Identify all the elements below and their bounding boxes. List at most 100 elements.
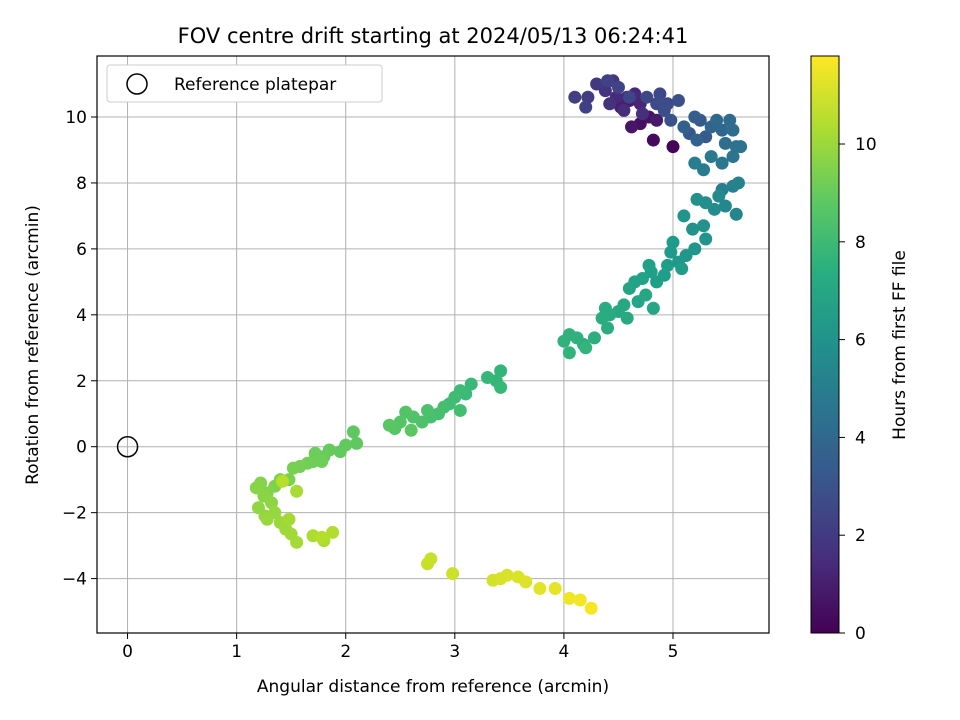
data-point <box>481 370 495 384</box>
data-point <box>275 474 289 488</box>
data-point <box>646 301 660 315</box>
data-point <box>622 90 636 104</box>
data-point <box>653 87 667 101</box>
data-point <box>620 311 634 325</box>
y-tick-label: −2 <box>62 504 87 524</box>
data-point <box>533 581 547 595</box>
data-point <box>622 281 636 295</box>
y-axis-ticks: −4 −2 0 2 4 6 8 10 <box>62 108 97 590</box>
legend-reference-marker <box>126 73 148 95</box>
data-point <box>500 568 514 582</box>
data-point <box>581 90 595 104</box>
colorbar-gradient <box>810 55 840 634</box>
data-point <box>666 235 680 249</box>
colorbar-tick-label: 10 <box>855 135 877 155</box>
data-point <box>573 593 587 607</box>
data-point <box>666 140 680 154</box>
data-point <box>677 209 691 223</box>
data-point <box>315 455 329 469</box>
data-point <box>579 341 593 355</box>
data-point <box>731 176 745 190</box>
x-tick-label: 4 <box>558 642 569 662</box>
data-point <box>640 90 654 104</box>
plot-frame <box>96 55 770 634</box>
data-point <box>590 77 604 91</box>
data-point <box>265 496 279 510</box>
colorbar-label: Hours from first FF file <box>890 250 910 440</box>
data-point <box>584 601 598 615</box>
data-point <box>723 113 737 127</box>
data-point <box>664 113 678 127</box>
y-tick-label: 4 <box>76 306 87 326</box>
data-point <box>712 189 726 203</box>
plot-background <box>97 56 769 633</box>
data-point <box>715 123 729 137</box>
data-point <box>611 80 625 94</box>
data-point <box>690 192 704 206</box>
y-tick-label: 10 <box>65 108 87 128</box>
data-point <box>595 311 609 325</box>
data-point <box>718 136 732 150</box>
data-point <box>675 262 689 276</box>
data-point <box>382 418 396 432</box>
chart-title: FOV centre drift starting at 2024/05/13 … <box>178 24 689 48</box>
data-point <box>568 90 582 104</box>
x-tick-label: 3 <box>449 642 460 662</box>
data-point <box>697 219 711 233</box>
colorbar-tick-label: 8 <box>855 233 866 253</box>
data-point <box>710 113 724 127</box>
data-point <box>421 403 435 417</box>
data-point <box>562 591 576 605</box>
data-point <box>579 100 593 114</box>
y-axis-label: Rotation from reference (arcmin) <box>23 205 43 485</box>
x-tick-label: 0 <box>122 642 133 662</box>
data-point <box>350 436 364 450</box>
data-point <box>657 103 671 117</box>
legend-box <box>106 64 383 103</box>
data-point <box>453 403 467 417</box>
data-points <box>249 74 748 615</box>
data-point <box>690 133 704 147</box>
data-point <box>326 525 340 539</box>
data-point <box>464 377 478 391</box>
reference-platepar-marker <box>116 435 139 458</box>
data-point <box>282 512 296 526</box>
data-point <box>686 222 700 236</box>
data-point <box>494 364 508 378</box>
colorbar-tick-label: 0 <box>855 624 866 644</box>
legend-reference-label: Reference platepar <box>174 75 336 95</box>
data-point <box>699 232 713 246</box>
colorbar: 0 2 4 6 8 10 Hours from first FF file <box>810 55 910 644</box>
data-point <box>562 346 576 360</box>
data-point <box>726 123 740 137</box>
data-point <box>494 380 508 394</box>
data-point <box>729 207 743 221</box>
data-point <box>715 156 729 170</box>
data-point <box>664 245 678 259</box>
data-point <box>557 334 571 348</box>
colorbar-tick-label: 4 <box>855 428 866 448</box>
data-point <box>688 110 702 124</box>
x-axis-ticks: 0 1 2 3 4 5 <box>122 633 678 662</box>
data-point <box>704 150 718 164</box>
data-point <box>315 530 329 544</box>
x-axis-label: Angular distance from reference (arcmin) <box>257 677 609 697</box>
data-point <box>671 94 685 108</box>
data-point <box>635 107 649 121</box>
x-tick-label: 2 <box>340 642 351 662</box>
legend: Reference platepar <box>106 64 383 103</box>
data-point <box>598 301 612 315</box>
data-point <box>734 140 748 154</box>
data-point <box>249 481 263 495</box>
data-point <box>290 484 304 498</box>
y-tick-label: 0 <box>76 438 87 458</box>
data-point <box>333 445 347 459</box>
x-tick-label: 1 <box>231 642 242 662</box>
data-point <box>260 512 274 526</box>
plot-area: 0 1 2 3 4 5 −4 −2 0 2 4 6 8 10 <box>62 55 770 662</box>
data-point <box>677 120 691 134</box>
data-point <box>661 258 675 272</box>
data-point <box>617 103 631 117</box>
colorbar-tick-label: 6 <box>855 331 866 351</box>
